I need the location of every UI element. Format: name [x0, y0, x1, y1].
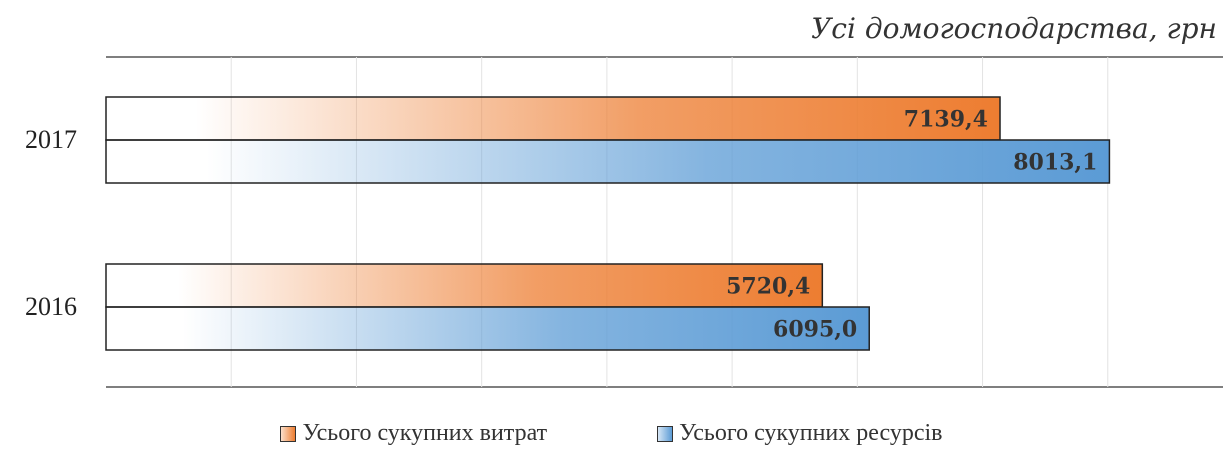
category-label: 2017	[25, 125, 77, 154]
legend-swatch-orange	[280, 425, 297, 442]
bar-expenses-2017	[105, 96, 1001, 141]
data-label: 5720,4	[726, 274, 810, 300]
legend-item-resources: Усього сукупних ресурсів	[657, 420, 943, 447]
legend-item-expenses: Усього сукупних витрат	[280, 420, 547, 447]
legend-label-expenses: Усього сукупних витрат	[302, 420, 548, 446]
bar-resources-2017	[105, 139, 1111, 184]
category-label: 2016	[25, 292, 77, 321]
legend-label-resources: Усього сукупних ресурсів	[679, 420, 943, 446]
data-label: 6095,0	[773, 317, 857, 343]
bars	[105, 96, 1111, 351]
labels: 2017 7139,4 8013,1 2016 5720,4 6095,0	[25, 107, 1097, 343]
data-label: 8013,1	[1013, 150, 1097, 176]
chart-subtitle: Усі домогосподарства, грн	[811, 12, 1217, 45]
bar-resources-2016	[105, 306, 870, 351]
legend-swatch-blue	[657, 425, 674, 442]
bar-expenses-2016	[105, 263, 824, 308]
legend: Усього сукупних витрат Усього сукупних р…	[0, 420, 1223, 447]
data-label: 7139,4	[904, 107, 988, 133]
